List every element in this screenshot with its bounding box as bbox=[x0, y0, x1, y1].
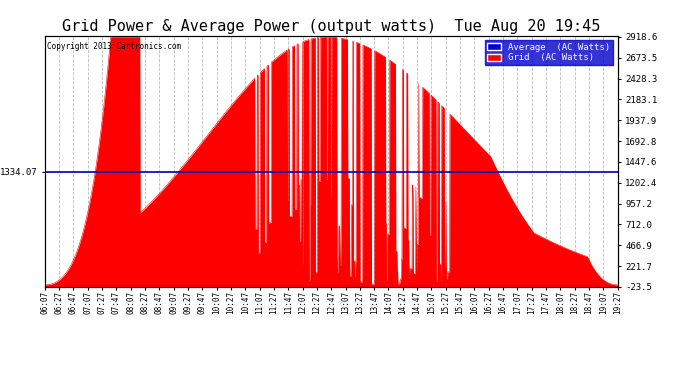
Legend: Average  (AC Watts), Grid  (AC Watts): Average (AC Watts), Grid (AC Watts) bbox=[485, 40, 613, 65]
Title: Grid Power & Average Power (output watts)  Tue Aug 20 19:45: Grid Power & Average Power (output watts… bbox=[62, 20, 600, 34]
Text: Copyright 2013 Cartronics.com: Copyright 2013 Cartronics.com bbox=[46, 42, 181, 51]
